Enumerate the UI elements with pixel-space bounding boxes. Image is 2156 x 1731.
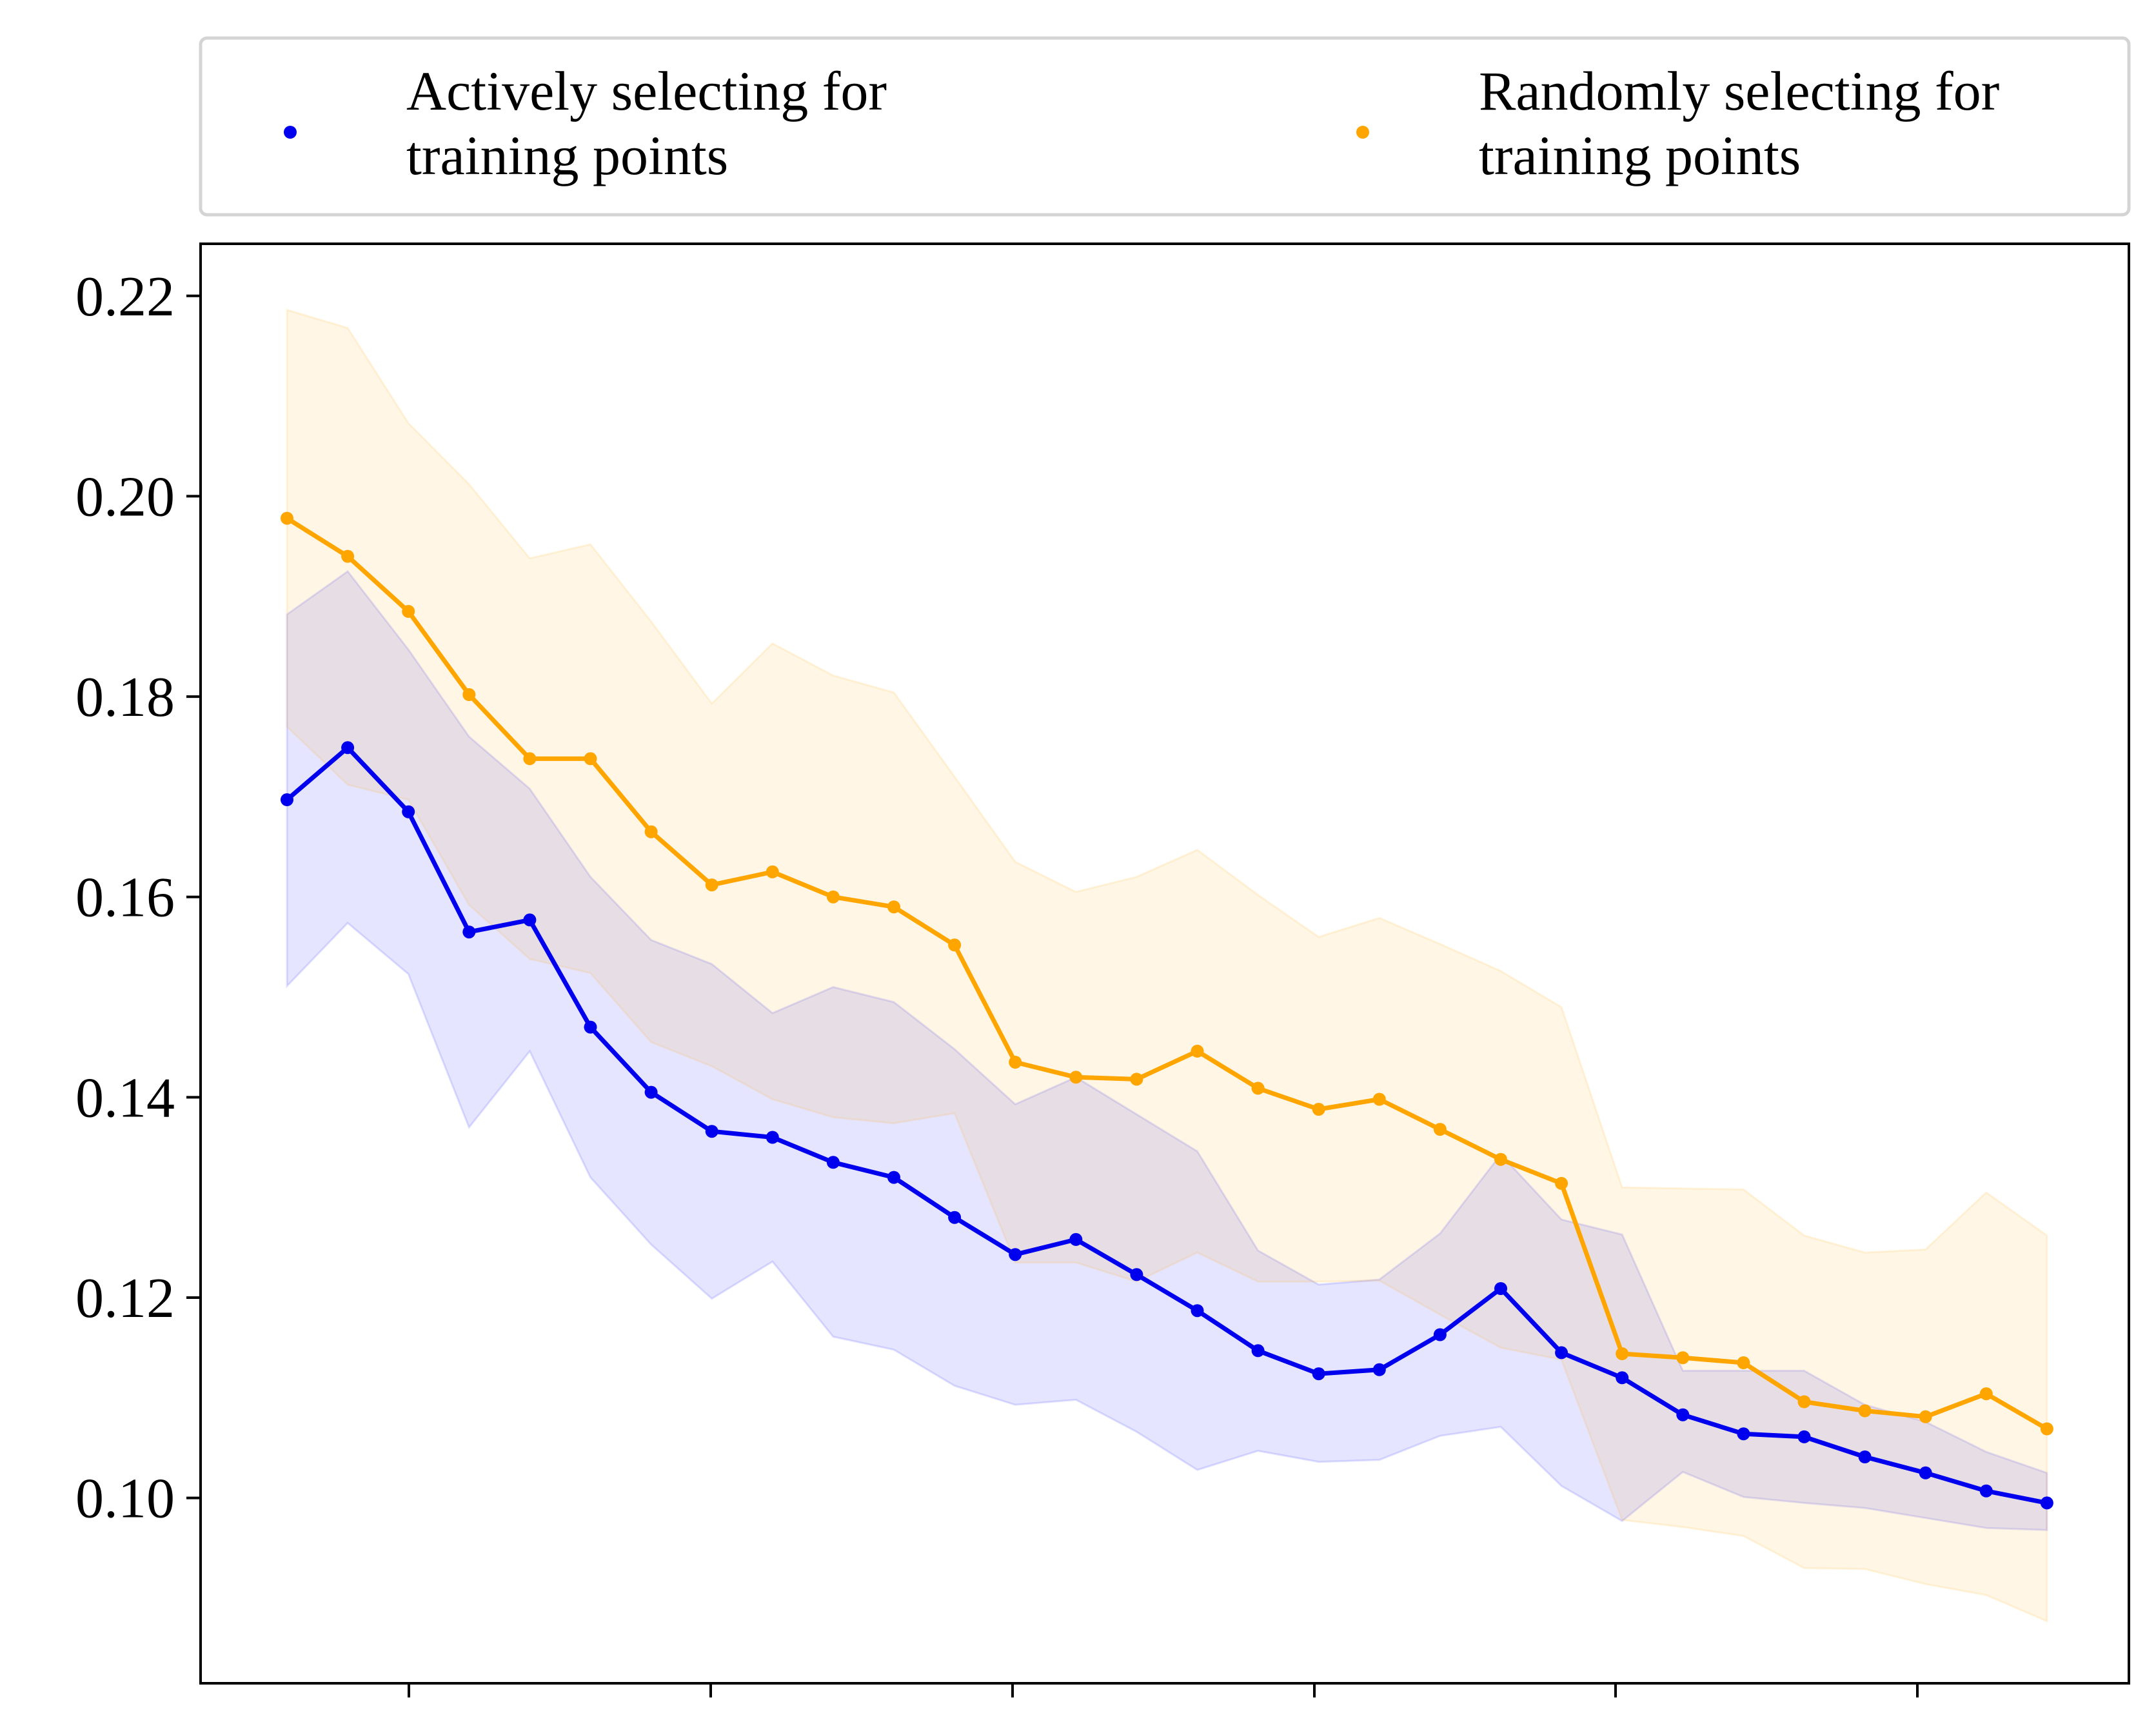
data-point-active [1616,1371,1629,1385]
x-axis [408,1683,1919,1697]
data-point-active [1433,1328,1447,1341]
data-point-active [948,1211,962,1224]
data-point-active [1858,1450,1872,1463]
confidence-band-random [286,308,2048,1623]
data-point-random [1797,1395,1811,1409]
y-tick-label: 0.14 [75,1067,175,1129]
data-point-active [1676,1408,1690,1421]
y-tick-label: 0.16 [75,867,175,929]
data-point-active [766,1131,779,1144]
data-point-active [462,925,476,939]
data-point-active [2040,1496,2053,1510]
data-point-random [341,549,355,563]
data-point-random [584,752,597,766]
data-point-random [705,878,718,892]
data-point-active [1312,1367,1325,1381]
legend-label-active-line2: training points [406,124,728,186]
data-point-random [1494,1152,1507,1166]
y-tick-label: 0.20 [75,466,175,528]
data-point-random [402,605,415,618]
series-points [281,511,2053,1510]
data-point-active [1191,1304,1204,1318]
data-point-active [705,1125,718,1138]
data-point-random [2040,1422,2053,1436]
data-point-active [402,805,415,818]
plot-frame [199,242,2130,1685]
legend-box [199,36,2131,217]
data-point-active [281,793,293,806]
legend-label-random-line2: training points [1479,124,1801,186]
data-point-random [523,752,537,766]
series-line-active [285,745,2048,1505]
y-axis: 0.10 0.12 0.14 0.16 0.18 0.20 0.22 [75,266,201,1530]
data-point-random [1251,1082,1265,1095]
data-point-random [948,938,962,952]
y-tick-label: 0.18 [75,666,175,729]
data-point-random [887,900,900,914]
data-point-random [1919,1410,1932,1423]
data-point-active [826,1156,840,1169]
data-point-random [644,825,658,838]
legend: Actively selecting for training points R… [199,36,2131,217]
data-point-random [1130,1073,1143,1086]
data-point-random [1555,1176,1568,1190]
data-point-random [281,511,293,525]
confidence-bands [286,308,2048,1623]
data-point-random [1372,1093,1386,1106]
data-point-active [1919,1466,1932,1479]
data-point-active [644,1085,658,1099]
data-point-random [1009,1056,1022,1069]
data-point-random [826,890,840,904]
legend-marker-active [284,126,297,139]
legend-label-random-line1: Randomly selecting for [1479,60,1999,122]
data-point-random [1191,1044,1204,1058]
data-point-random [1312,1103,1325,1116]
legend-marker-random [1356,126,1369,139]
data-point-active [584,1020,597,1034]
data-point-random [1676,1351,1690,1365]
y-tick-label: 0.12 [75,1267,175,1330]
y-tick-label: 0.10 [75,1468,175,1530]
data-point-random [1433,1123,1447,1136]
data-point-random [766,865,779,878]
y-tick-label: 0.22 [75,266,175,328]
data-point-active [1009,1248,1022,1261]
data-point-random [1858,1404,1872,1418]
data-point-active [1130,1268,1143,1281]
data-point-random [1069,1071,1083,1084]
data-point-active [1979,1484,1993,1498]
confidence-band-active [286,569,2048,1531]
data-point-random [1616,1347,1629,1360]
data-point-active [341,741,355,755]
data-point-active [1555,1346,1568,1360]
series-lines [285,516,2048,1505]
legend-label-active-line1: Actively selecting for [406,60,887,122]
data-point-random [1979,1387,1993,1401]
data-point-active [1797,1430,1811,1443]
data-point-active [1251,1344,1265,1358]
data-point-active [1372,1363,1386,1376]
data-point-active [1494,1282,1507,1295]
data-point-random [462,688,476,701]
data-point-random [1737,1356,1750,1369]
data-point-active [887,1171,900,1184]
data-point-active [1737,1427,1750,1441]
data-point-active [1069,1232,1083,1246]
data-point-active [523,913,537,927]
series-line-random [286,516,2048,1431]
